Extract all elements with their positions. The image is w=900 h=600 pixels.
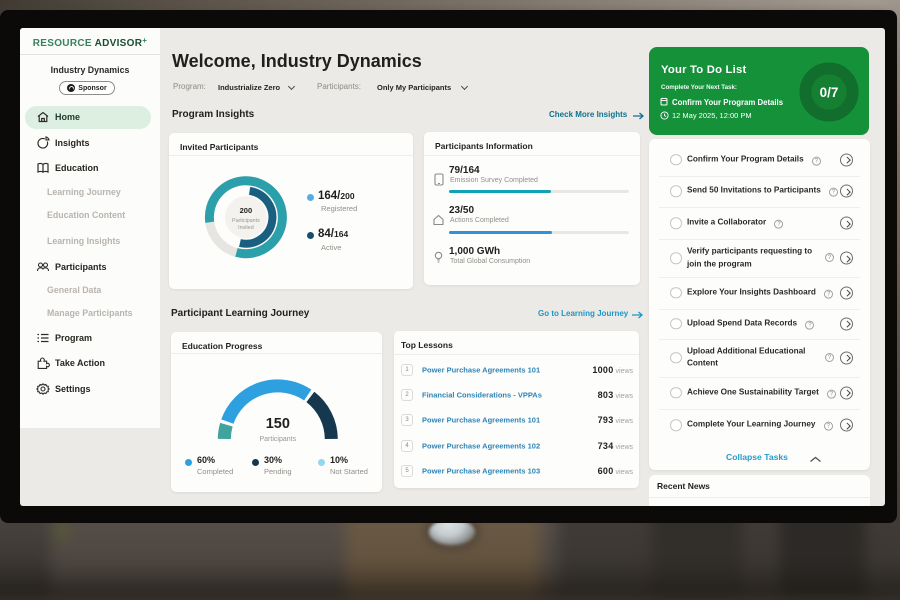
svg-text:200: 200	[240, 206, 253, 215]
svg-text:Invited: Invited	[238, 225, 254, 231]
svg-text:Participants: Participants	[260, 436, 297, 443]
svg-text:150: 150	[266, 416, 290, 432]
svg-text:0/7: 0/7	[820, 85, 839, 100]
svg-text:Participants: Participants	[232, 218, 260, 224]
